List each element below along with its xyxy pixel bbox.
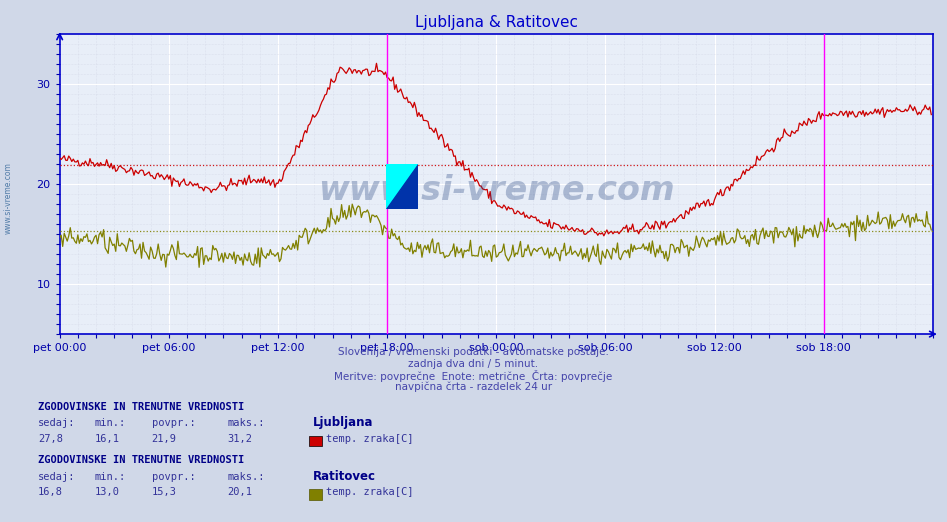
Text: www.si-vreme.com: www.si-vreme.com — [4, 162, 13, 234]
Text: povpr.:: povpr.: — [152, 419, 195, 429]
Text: ZGODOVINSKE IN TRENUTNE VREDNOSTI: ZGODOVINSKE IN TRENUTNE VREDNOSTI — [38, 455, 244, 465]
Text: zadnja dva dni / 5 minut.: zadnja dva dni / 5 minut. — [408, 359, 539, 369]
Text: Ratitovec: Ratitovec — [313, 470, 376, 483]
Text: 13,0: 13,0 — [95, 488, 119, 497]
Polygon shape — [386, 164, 418, 209]
Text: sedaj:: sedaj: — [38, 419, 76, 429]
Text: navpična črta - razdelek 24 ur: navpična črta - razdelek 24 ur — [395, 382, 552, 392]
Text: Meritve: povprečne  Enote: metrične  Črta: povprečje: Meritve: povprečne Enote: metrične Črta:… — [334, 370, 613, 382]
Text: 20,1: 20,1 — [227, 488, 252, 497]
Text: temp. zraka[C]: temp. zraka[C] — [326, 434, 413, 444]
Text: Ljubljana: Ljubljana — [313, 417, 373, 430]
Text: ZGODOVINSKE IN TRENUTNE VREDNOSTI: ZGODOVINSKE IN TRENUTNE VREDNOSTI — [38, 402, 244, 412]
Text: 16,8: 16,8 — [38, 488, 63, 497]
Text: 31,2: 31,2 — [227, 434, 252, 444]
Text: www.si-vreme.com: www.si-vreme.com — [318, 173, 674, 207]
Text: temp. zraka[C]: temp. zraka[C] — [326, 488, 413, 497]
Text: 16,1: 16,1 — [95, 434, 119, 444]
Title: Ljubljana & Ratitovec: Ljubljana & Ratitovec — [415, 15, 578, 30]
Text: 27,8: 27,8 — [38, 434, 63, 444]
Text: Slovenija / vremenski podatki - avtomatske postaje.: Slovenija / vremenski podatki - avtomats… — [338, 347, 609, 357]
Text: povpr.:: povpr.: — [152, 472, 195, 482]
Text: min.:: min.: — [95, 419, 126, 429]
Text: 15,3: 15,3 — [152, 488, 176, 497]
Text: maks.:: maks.: — [227, 419, 265, 429]
Text: 21,9: 21,9 — [152, 434, 176, 444]
Text: maks.:: maks.: — [227, 472, 265, 482]
Text: min.:: min.: — [95, 472, 126, 482]
Polygon shape — [386, 164, 418, 209]
Text: sedaj:: sedaj: — [38, 472, 76, 482]
